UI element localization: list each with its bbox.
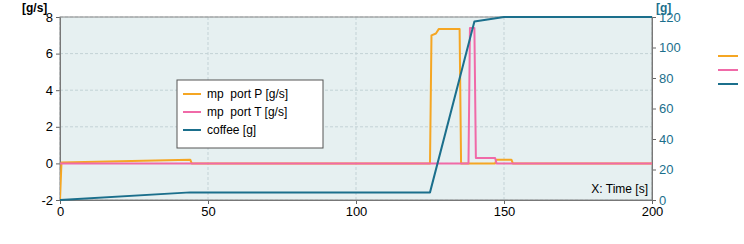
- series-line: [60, 17, 652, 200]
- x-axis: 050100150200: [57, 200, 663, 219]
- tick: 0: [57, 200, 64, 219]
- legend-label: coffee [g]: [207, 123, 256, 137]
- grid-line: [356, 17, 357, 200]
- tick: 80: [652, 71, 673, 86]
- tick: 2: [46, 119, 60, 134]
- legend-label: mp port P [g/s]: [207, 87, 288, 101]
- tick-mark: [652, 17, 656, 18]
- tick-mark: [56, 17, 60, 18]
- tick: 6: [46, 46, 60, 61]
- tick-label: 60: [659, 101, 673, 116]
- tick-label: 80: [659, 71, 673, 86]
- tick-label: 20: [659, 162, 673, 177]
- x-axis-title: X: Time [s]: [591, 182, 648, 196]
- tick: 4: [46, 83, 60, 98]
- grid-line: [504, 17, 505, 200]
- tick: 20: [652, 162, 673, 177]
- tick-label: 50: [201, 204, 215, 219]
- plot-background: [60, 17, 652, 200]
- tick-mark: [56, 127, 60, 128]
- tick-label: 0: [57, 204, 64, 219]
- tick-mark: [652, 48, 656, 49]
- tick-mark: [652, 170, 656, 171]
- tick-label: 0: [659, 193, 666, 208]
- tick: 150: [494, 200, 516, 219]
- tick-label: 6: [46, 46, 53, 61]
- tick-label: 0: [46, 156, 53, 171]
- tick-mark: [56, 54, 60, 55]
- plot-frame: [60, 17, 652, 200]
- chart: 050100150200-202468020406080100120[g/s][…: [0, 0, 744, 244]
- series-group: [60, 17, 652, 200]
- y2-axis: 020406080100120: [652, 10, 681, 208]
- tick: 40: [652, 132, 673, 147]
- tick-label: 150: [494, 204, 516, 219]
- tick-mark: [652, 78, 656, 79]
- tick: 8: [46, 10, 60, 25]
- tick-label: 4: [46, 83, 53, 98]
- tick-label: -2: [41, 193, 53, 208]
- tick-label: 40: [659, 132, 673, 147]
- tick: 0: [652, 193, 666, 208]
- legend-swatch: [183, 93, 201, 95]
- tick-mark: [56, 163, 60, 164]
- tick-mark: [56, 90, 60, 91]
- tick: 60: [652, 101, 673, 116]
- series-line: [60, 29, 652, 200]
- tick-mark: [652, 139, 656, 140]
- tick-label: 100: [346, 204, 368, 219]
- side-legend: [718, 56, 738, 84]
- grid: [60, 17, 652, 200]
- axis-line: [653, 18, 657, 201]
- tick: 50: [201, 200, 215, 219]
- legend-box: [177, 80, 323, 148]
- tick: 100: [346, 200, 368, 219]
- y2-axis-title: [g]: [656, 1, 671, 15]
- legend: mp port P [g/s] mp port T [g/s] coffee [g]: [177, 80, 323, 148]
- legend-swatch: [183, 111, 201, 113]
- series-line: [60, 28, 652, 163]
- tick: 100: [652, 40, 681, 55]
- tick-mark: [56, 200, 60, 201]
- y-axis-title: [g/s]: [22, 1, 47, 15]
- y-axis: -2 0 2 4 6 8: [41, 10, 60, 208]
- tick-mark: [652, 109, 656, 110]
- tick-label: 100: [659, 40, 681, 55]
- side-legend-swatch: [718, 83, 738, 85]
- tick-label: 2: [46, 119, 53, 134]
- legend-label: mp port T [g/s]: [207, 105, 287, 119]
- side-legend-swatch: [718, 55, 738, 57]
- side-legend-swatch: [718, 69, 738, 71]
- tick-mark: [652, 200, 656, 201]
- tick: 0: [46, 156, 60, 171]
- legend-swatch: [183, 129, 201, 131]
- tick: -2: [41, 193, 60, 208]
